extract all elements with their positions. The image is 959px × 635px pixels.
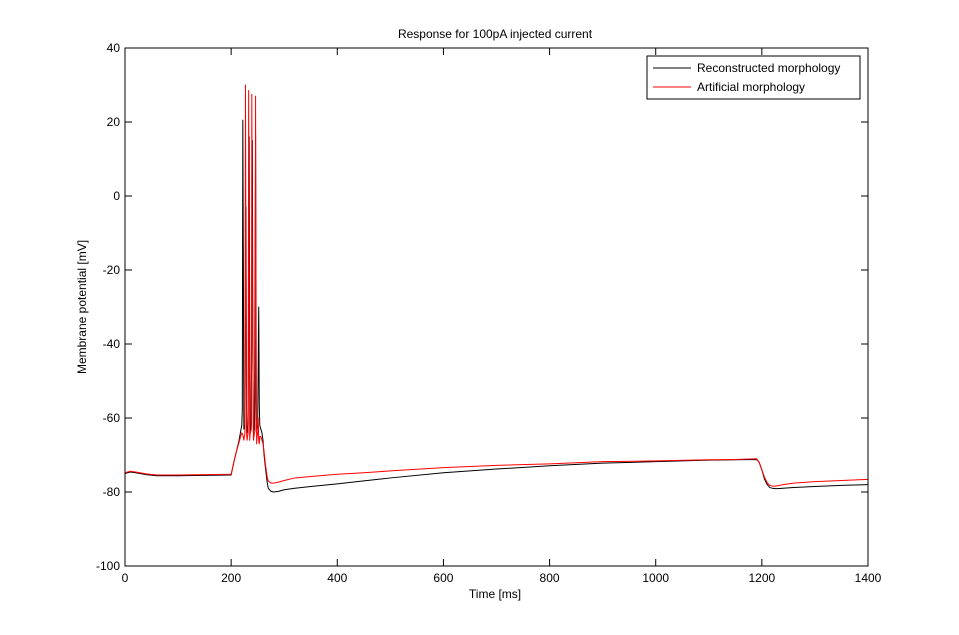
y-tick-label: -20 xyxy=(103,263,121,277)
x-tick-label: 1200 xyxy=(749,571,776,585)
x-tick-label: 400 xyxy=(327,571,347,585)
y-axis-ticks: -100 -80 -60 -40 -20 0 20 40 xyxy=(96,41,868,573)
y-tick-label: 40 xyxy=(107,41,121,55)
legend: Reconstructed morphology Artificial morph… xyxy=(646,55,861,100)
series-line-2 xyxy=(124,84,869,487)
legend-label-1: Reconstructed morphology xyxy=(697,61,840,75)
x-tick-label: 1400 xyxy=(855,571,882,585)
x-axis-ticks: 0 200 400 600 800 1000 1200 1400 xyxy=(122,48,882,585)
axes-box xyxy=(124,47,869,567)
y-tick-label: -60 xyxy=(103,411,121,425)
x-axis-label: Time [ms] xyxy=(469,587,521,601)
y-tick-label: 0 xyxy=(113,189,120,203)
series-line-1 xyxy=(124,119,869,493)
y-tick-label: -40 xyxy=(103,337,121,351)
legend-label-2: Artificial morphology xyxy=(697,80,805,94)
x-tick-label: 1000 xyxy=(642,571,669,585)
plot-lines xyxy=(124,84,869,493)
y-tick-label: -100 xyxy=(96,559,120,573)
y-axis-label: Membrane potential [mV] xyxy=(75,240,89,374)
y-tick-label: 20 xyxy=(107,115,121,129)
x-tick-label: 800 xyxy=(540,571,560,585)
y-tick-label: -80 xyxy=(103,485,121,499)
x-tick-label: 600 xyxy=(433,571,453,585)
legend-box xyxy=(646,55,861,100)
chart-title: Response for 100pA injected current xyxy=(398,27,593,41)
x-tick-label: 200 xyxy=(221,571,241,585)
x-tick-label: 0 xyxy=(122,571,129,585)
